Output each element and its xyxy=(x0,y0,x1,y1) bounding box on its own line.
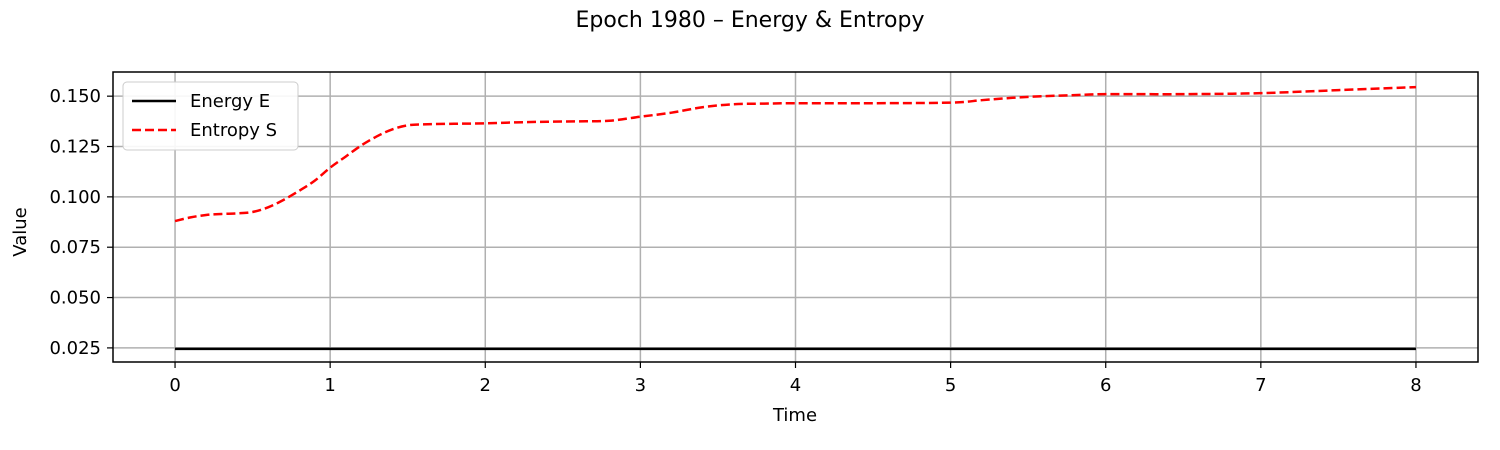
y-tick-label: 0.050 xyxy=(49,288,101,309)
x-axis-label: Time xyxy=(772,405,817,426)
x-tick-label: 6 xyxy=(1100,375,1111,396)
series-line-entropy xyxy=(174,85,1416,223)
x-tick-label: 2 xyxy=(480,375,491,396)
legend-label-entropy: Entropy S xyxy=(190,120,277,141)
legend-box xyxy=(122,81,299,151)
axis-ticks: 0 1 2 3 4 5 6 7 8 0.025 0.050 0.075 0.100 0.125 0.150 xyxy=(49,86,1421,396)
y-tick-label: 0.075 xyxy=(49,237,101,258)
y-tick-label: 0.150 xyxy=(49,86,101,107)
y-axis-label: Value xyxy=(10,207,31,256)
y-tick-label: 0.100 xyxy=(49,187,101,208)
x-tick-label: 0 xyxy=(169,375,180,396)
plot-lines xyxy=(174,85,1416,351)
x-tick-label: 5 xyxy=(945,375,956,396)
x-tick-label: 7 xyxy=(1255,375,1266,396)
x-tick-label: 8 xyxy=(1410,375,1421,396)
grid xyxy=(113,72,1478,362)
y-tick-label: 0.125 xyxy=(49,137,101,158)
chart-title: Epoch 1980 – Energy & Entropy xyxy=(576,8,925,33)
x-tick-label: 1 xyxy=(324,375,335,396)
legend-label-energy: Energy E xyxy=(190,91,270,112)
x-tick-label: 3 xyxy=(635,375,646,396)
x-tick-label: 4 xyxy=(790,375,801,396)
legend: Energy E Entropy S xyxy=(122,81,299,151)
y-tick-label: 0.025 xyxy=(49,338,101,359)
